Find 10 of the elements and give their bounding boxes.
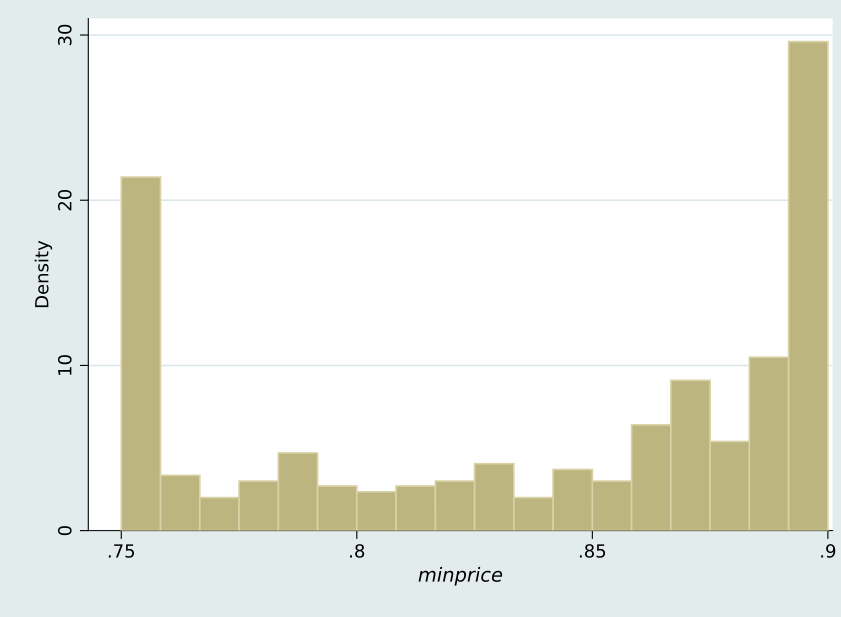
x-tick-label: .85 [580, 544, 606, 558]
y-axis-title: Density [34, 240, 52, 308]
y-tick-label: 0 [58, 526, 72, 536]
x-axis-title: minprice [418, 566, 502, 586]
x-tick-label: .9 [821, 544, 836, 558]
x-tick-label: .75 [108, 544, 134, 558]
y-tick-label: 10 [58, 355, 72, 375]
y-tick-label: 20 [58, 190, 72, 210]
x-tick-label: .8 [350, 544, 364, 558]
y-tick-label: 30 [58, 24, 72, 46]
